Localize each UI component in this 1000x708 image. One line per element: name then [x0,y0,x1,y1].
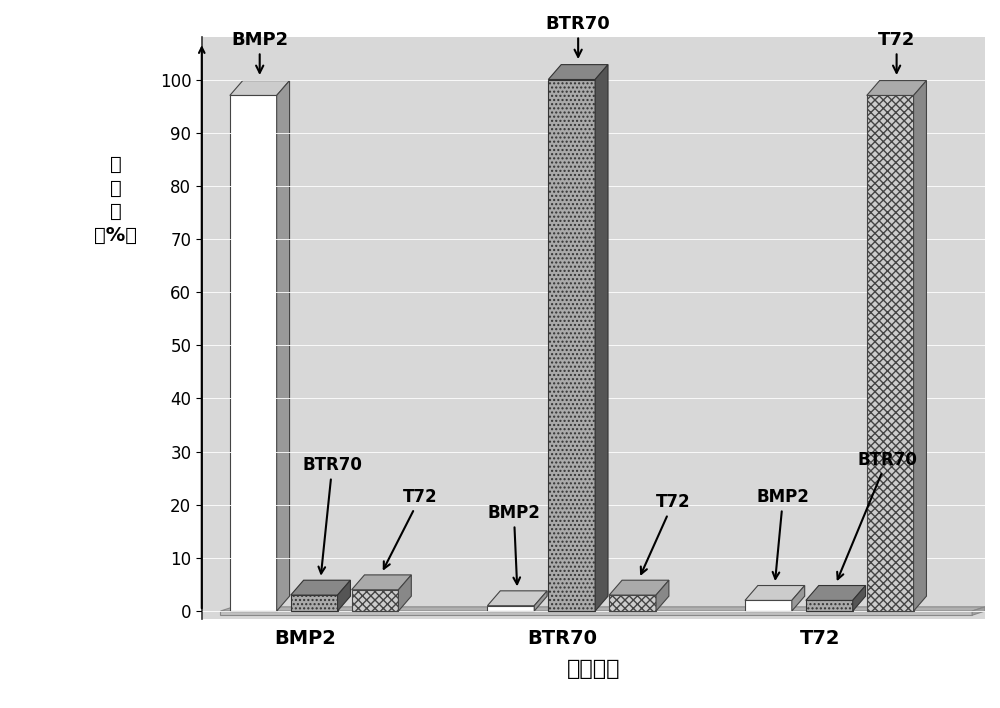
Text: BTR70: BTR70 [302,456,362,573]
Polygon shape [806,600,853,611]
Polygon shape [595,64,608,611]
Polygon shape [548,64,608,79]
Polygon shape [220,611,972,615]
Polygon shape [806,586,866,600]
Text: 识
别
率
（%）: 识 别 率 （%） [94,155,137,245]
Text: BTR70: BTR70 [546,15,611,57]
Polygon shape [230,81,290,96]
Polygon shape [487,606,534,611]
Polygon shape [291,580,350,595]
Text: T72: T72 [641,493,691,574]
Polygon shape [656,580,669,611]
Text: BMP2: BMP2 [757,488,810,579]
Text: BTR70: BTR70 [837,450,917,579]
Text: BMP2: BMP2 [231,30,288,73]
Polygon shape [277,81,290,611]
Polygon shape [745,586,805,600]
Polygon shape [867,81,926,96]
Polygon shape [534,591,547,611]
Polygon shape [914,81,926,611]
Polygon shape [398,575,411,611]
Polygon shape [338,580,350,611]
Polygon shape [487,591,547,606]
Text: BMP2: BMP2 [487,503,540,584]
Polygon shape [792,586,805,611]
Polygon shape [609,595,656,611]
Polygon shape [291,595,338,611]
X-axis label: 目标类别: 目标类别 [567,659,620,679]
Polygon shape [745,600,792,611]
Polygon shape [972,607,985,615]
Polygon shape [230,96,277,611]
Polygon shape [853,586,866,611]
Text: T72: T72 [878,30,915,73]
Polygon shape [352,575,411,590]
Polygon shape [548,79,595,611]
Polygon shape [609,580,669,595]
Polygon shape [220,607,985,611]
Text: T72: T72 [384,488,438,569]
Polygon shape [867,96,914,611]
Polygon shape [352,590,398,611]
